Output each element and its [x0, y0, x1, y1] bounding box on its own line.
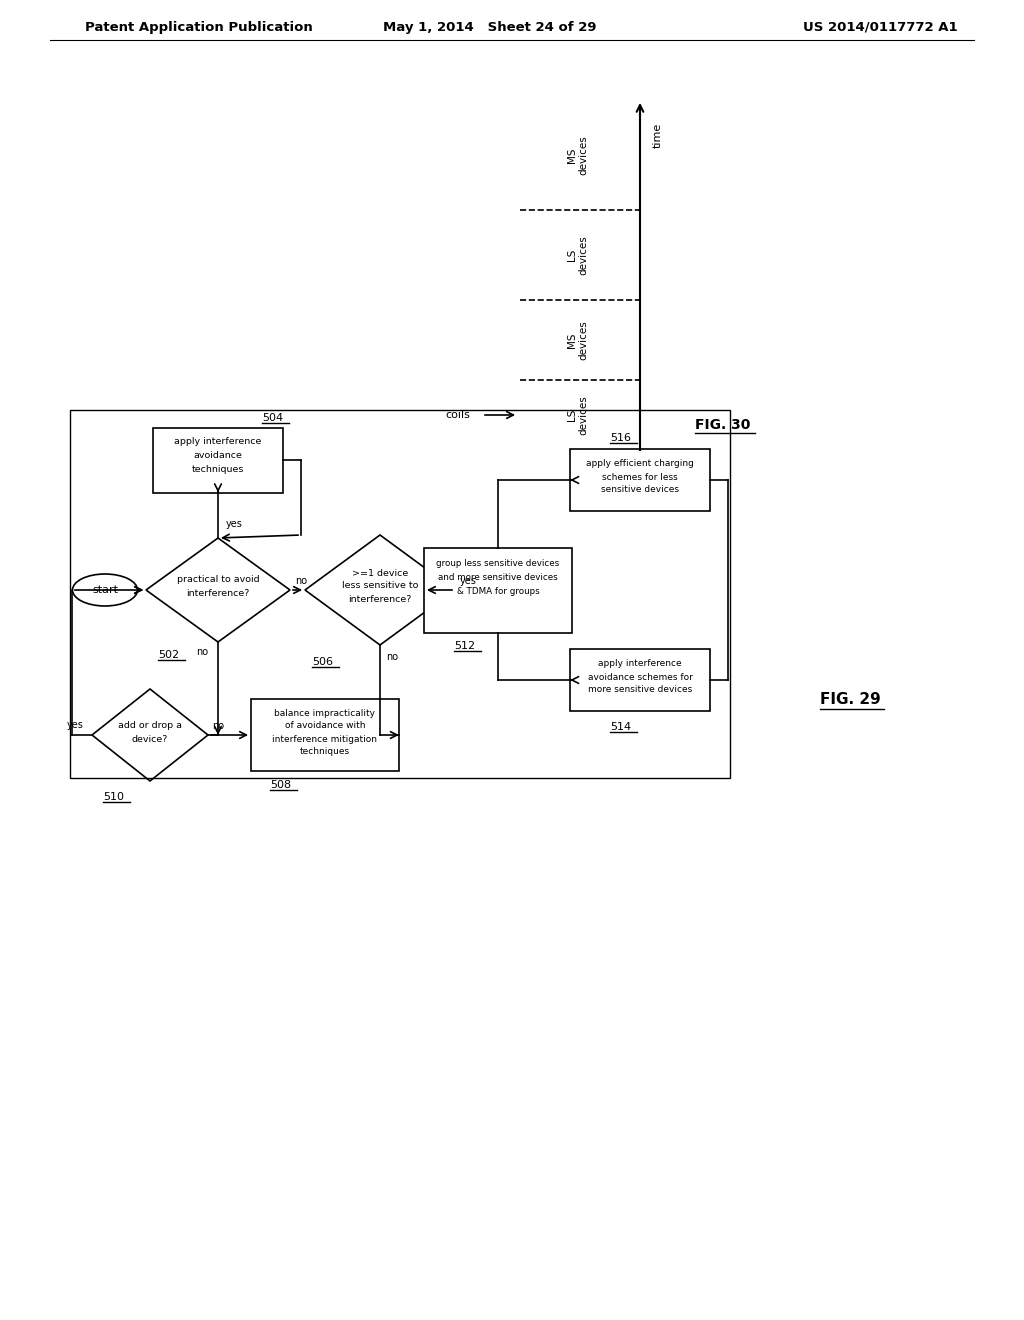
Text: schemes for less: schemes for less	[602, 473, 678, 482]
Text: apply interference: apply interference	[598, 660, 682, 668]
Ellipse shape	[73, 574, 137, 606]
Text: MS
devices: MS devices	[567, 135, 589, 174]
Text: and more sensitive devices: and more sensitive devices	[438, 573, 558, 582]
Text: avoidance schemes for: avoidance schemes for	[588, 672, 692, 681]
Text: & TDMA for groups: & TDMA for groups	[457, 586, 540, 595]
Text: 504: 504	[262, 413, 283, 422]
Text: interference?: interference?	[186, 589, 250, 598]
Bar	[570, 449, 710, 511]
Text: FIG. 29: FIG. 29	[820, 693, 881, 708]
Text: techniques: techniques	[300, 747, 350, 756]
Text: LS
devices: LS devices	[567, 235, 589, 275]
Text: no: no	[295, 576, 307, 586]
Text: 516: 516	[610, 433, 631, 444]
Text: interference?: interference?	[348, 594, 412, 603]
Text: balance impracticality: balance impracticality	[274, 709, 376, 718]
Text: add or drop a: add or drop a	[118, 721, 182, 730]
Bar	[570, 649, 710, 711]
Text: yes: yes	[460, 576, 477, 586]
Text: no: no	[212, 721, 224, 731]
Polygon shape	[305, 535, 455, 645]
Text: 502: 502	[158, 649, 179, 660]
Text: 510: 510	[103, 792, 124, 803]
Bar	[251, 700, 399, 771]
Text: 512: 512	[454, 642, 475, 651]
Text: apply efficient charging: apply efficient charging	[586, 459, 694, 469]
Text: May 1, 2014   Sheet 24 of 29: May 1, 2014 Sheet 24 of 29	[383, 21, 597, 33]
Text: of avoidance with: of avoidance with	[285, 722, 366, 730]
Text: start: start	[92, 585, 118, 595]
Bar	[424, 548, 572, 632]
Text: time: time	[653, 123, 663, 148]
Polygon shape	[92, 689, 208, 781]
Text: 506: 506	[312, 657, 333, 667]
Text: apply interference: apply interference	[174, 437, 262, 446]
Text: 508: 508	[270, 780, 291, 789]
Polygon shape	[146, 539, 290, 642]
Text: Patent Application Publication: Patent Application Publication	[85, 21, 312, 33]
Text: yes: yes	[68, 719, 84, 730]
Text: LS
devices: LS devices	[567, 395, 589, 434]
Text: US 2014/0117772 A1: US 2014/0117772 A1	[803, 21, 957, 33]
Text: sensitive devices: sensitive devices	[601, 486, 679, 495]
Text: avoidance: avoidance	[194, 451, 243, 461]
Bar	[70, 411, 730, 777]
Text: yes: yes	[226, 519, 243, 529]
Text: less sensitive to: less sensitive to	[342, 582, 418, 590]
Text: no: no	[386, 652, 398, 663]
Text: interference mitigation: interference mitigation	[272, 734, 378, 743]
Text: practical to avoid: practical to avoid	[177, 576, 259, 585]
Text: device?: device?	[132, 734, 168, 743]
Text: FIG. 30: FIG. 30	[695, 418, 751, 432]
Text: group less sensitive devices: group less sensitive devices	[436, 560, 560, 569]
Text: more sensitive devices: more sensitive devices	[588, 685, 692, 694]
Text: no: no	[196, 647, 208, 657]
Text: 514: 514	[610, 722, 631, 733]
Text: >=1 device: >=1 device	[352, 569, 409, 578]
Text: MS
devices: MS devices	[567, 321, 589, 360]
Text: techniques: techniques	[191, 466, 244, 474]
Text: coils: coils	[445, 411, 470, 420]
Bar	[153, 428, 283, 492]
